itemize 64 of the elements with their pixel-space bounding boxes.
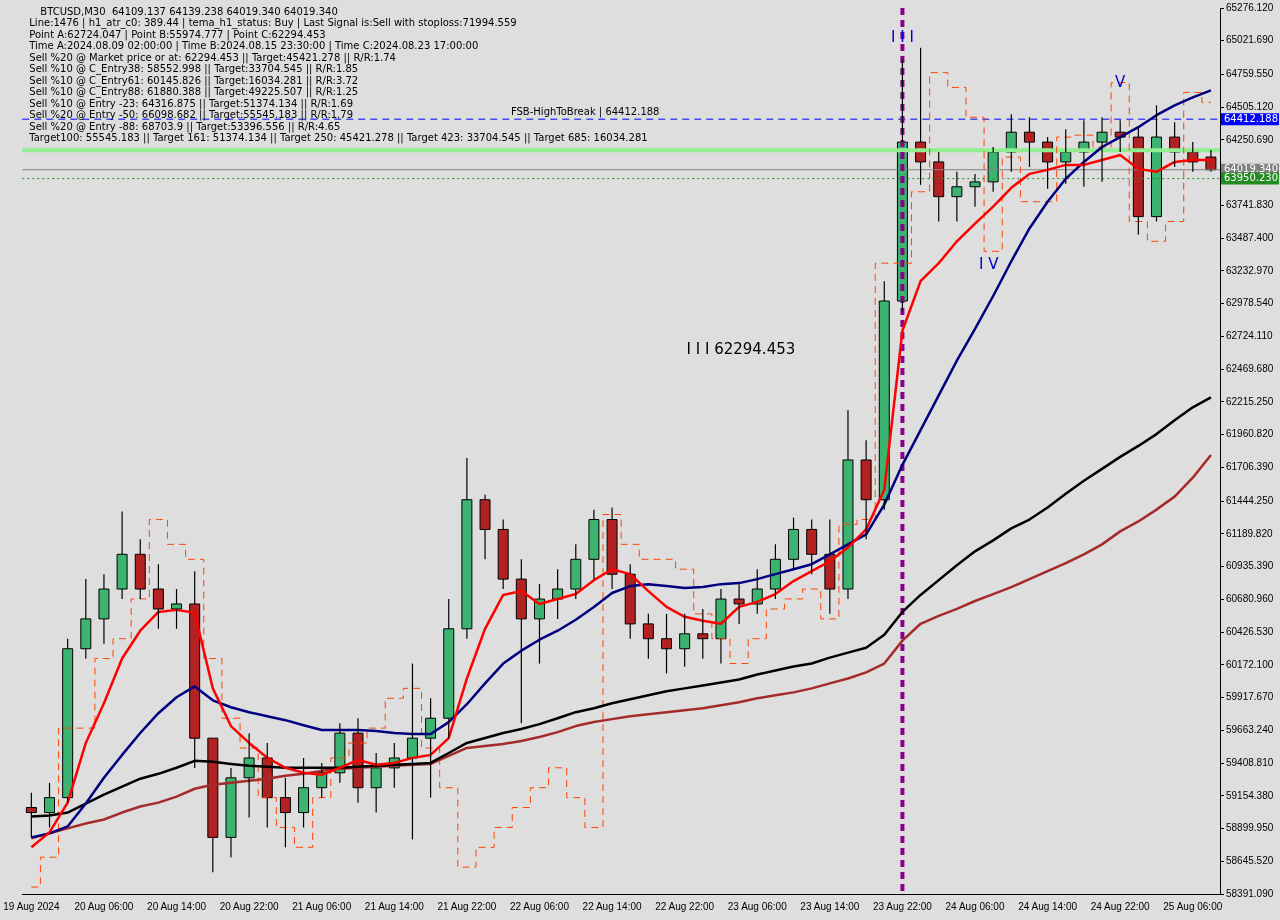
annotation: Sell %10 @ C_Entry61: 60145.826 || Target:16034.281 || R/R:3.72 bbox=[29, 74, 359, 87]
y-tick-label: 61189.820 bbox=[1226, 527, 1273, 539]
y-tick-label: 62724.110 bbox=[1226, 330, 1273, 342]
x-tick-label: 20 Aug 14:00 bbox=[147, 900, 207, 912]
x-tick-label: 21 Aug 22:00 bbox=[437, 900, 497, 912]
y-tick-label: 61706.390 bbox=[1226, 461, 1274, 473]
y-tick-label: 60426.530 bbox=[1226, 625, 1274, 637]
y-tick-label: 60935.390 bbox=[1226, 560, 1274, 572]
y-tick-label: 65021.690 bbox=[1226, 34, 1274, 46]
annotation: Sell %10 @ Entry -23: 64316.875 || Target:51374.134 || R/R:1.69 bbox=[29, 97, 354, 110]
y-tick-label: 58645.520 bbox=[1226, 855, 1274, 867]
y-tick-label: 59917.670 bbox=[1226, 691, 1274, 703]
x-tick-label: 24 Aug 06:00 bbox=[945, 900, 1005, 912]
y-tick-label: 63741.830 bbox=[1226, 199, 1274, 211]
annotation: Sell %20 @ Entry -88: 68703.9 || Target:53396.556 || R/R:4.65 bbox=[29, 120, 341, 133]
y-tick-label: 62469.680 bbox=[1226, 362, 1274, 374]
x-tick-label: 20 Aug 06:00 bbox=[74, 900, 134, 912]
candlestick bbox=[443, 598, 455, 739]
annotation: Target100: 55545.183 || Target 161: 51374.134 || Target 250: 45421.278 || Target 423: 33704.545 || Target 685: 16034.281 bbox=[28, 132, 648, 145]
x-tick-label: 23 Aug 06:00 bbox=[727, 900, 788, 912]
y-tick-label: 64759.550 bbox=[1226, 68, 1274, 80]
chart-title: BTCUSD,M30 64109.137 64139.238 64019.340 64019.340 bbox=[40, 5, 338, 17]
annotation: Point A:62724.047 | Point B:55974.777 | Point C:62294.453 bbox=[29, 28, 326, 41]
x-tick-label: 21 Aug 14:00 bbox=[364, 900, 425, 912]
annotation: Sell %10 @ C_Entry38: 58552.998 || Target:33704.545 || R/R:1.85 bbox=[29, 63, 359, 76]
ref-line-label: 64412.188 bbox=[1224, 112, 1279, 124]
y-tick-label: 60172.100 bbox=[1226, 658, 1274, 670]
y-tick-label: 62978.540 bbox=[1226, 297, 1274, 309]
y-tick-label: 61444.250 bbox=[1226, 494, 1274, 506]
annotation: I I I bbox=[891, 27, 914, 46]
y-tick-label: 58899.950 bbox=[1226, 822, 1274, 834]
x-tick-label: 23 Aug 22:00 bbox=[872, 900, 933, 912]
x-tick-label: 19 Aug 2024 bbox=[3, 900, 60, 912]
y-tick-label: 63232.970 bbox=[1226, 264, 1274, 276]
x-tick-label: 22 Aug 14:00 bbox=[582, 900, 642, 912]
annotation: Sell %20 @ Market price or at: 62294.453 || Target:45421.278 || R/R:1.74 bbox=[29, 51, 396, 64]
annotation: FSB-HighToBreak | 64412.188 bbox=[510, 106, 660, 119]
annotation: Sell %20 @ Entry -50: 66098.682 || Target:55545.183 || R/R:1.79 bbox=[29, 109, 354, 122]
annotation: Sell %10 @ C_Entry88: 61880.388 || Target:49225.507 || R/R:1.25 bbox=[29, 86, 359, 99]
ref-line-label: 64019.340 bbox=[1224, 163, 1279, 175]
y-tick-label: 59408.810 bbox=[1226, 756, 1274, 768]
x-tick-label: 24 Aug 22:00 bbox=[1090, 900, 1151, 912]
y-tick-label: 64250.690 bbox=[1226, 133, 1274, 145]
ref-line-label: 63950.230 bbox=[1224, 172, 1279, 184]
x-tick-label: 22 Aug 22:00 bbox=[655, 900, 715, 912]
x-tick-label: 22 Aug 06:00 bbox=[510, 900, 570, 912]
y-tick-label: 65276.120 bbox=[1226, 1, 1274, 13]
x-tick-label: 21 Aug 06:00 bbox=[292, 900, 352, 912]
y-tick-label: 59154.380 bbox=[1226, 789, 1274, 801]
y-tick-label: 59663.240 bbox=[1226, 724, 1274, 736]
y-tick-label: 61960.820 bbox=[1226, 428, 1274, 440]
annotation: I I I 62294.453 bbox=[686, 339, 796, 358]
x-tick-label: 25 Aug 06:00 bbox=[1163, 900, 1223, 912]
y-tick-label: 58391.090 bbox=[1226, 887, 1274, 899]
y-tick-label: 62215.250 bbox=[1226, 395, 1274, 407]
x-tick-label: 20 Aug 22:00 bbox=[219, 900, 280, 912]
x-tick-label: 23 Aug 14:00 bbox=[800, 900, 860, 912]
annotation: Line:1476 | h1_atr_c0: 389.44 | tema_h1_status: Buy | Last Signal is:Sell with stoploss:71994.559 bbox=[29, 17, 517, 30]
annotation: Time A:2024.08.09 02:00:00 | Time B:2024.08.15 23:30:00 | Time C:2024.08.23 17:00:00 bbox=[28, 40, 479, 53]
y-tick-label: 64505.120 bbox=[1226, 100, 1274, 112]
x-tick-label: 24 Aug 14:00 bbox=[1018, 900, 1078, 912]
y-tick-label: 60680.960 bbox=[1226, 593, 1274, 605]
annotation: I V bbox=[979, 254, 1000, 273]
y-tick-label: 63487.400 bbox=[1226, 231, 1274, 243]
